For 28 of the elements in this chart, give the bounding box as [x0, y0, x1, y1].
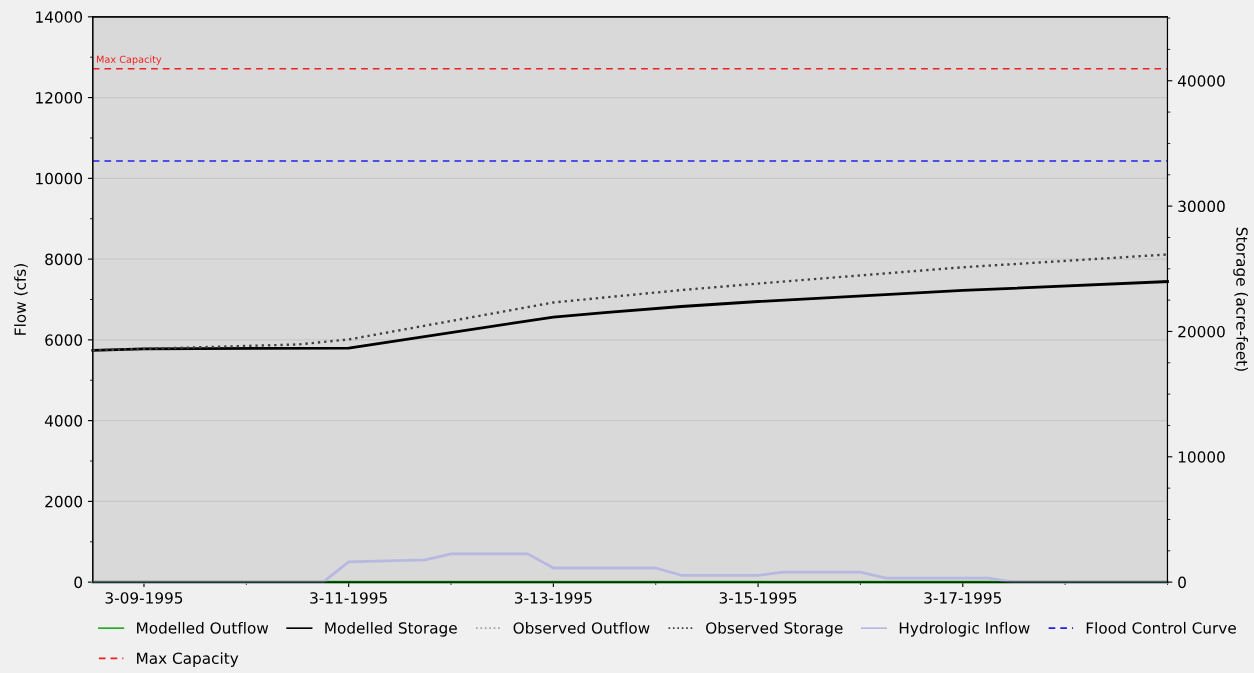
annotation: Max Capacity: [96, 55, 162, 65]
y-axis-title: Flow (cfs): [14, 264, 28, 335]
y2-tick-label: 40000: [1177, 75, 1225, 87]
y-tick-label: 14000: [36, 11, 83, 23]
legend-label: Observed Outflow: [513, 621, 650, 634]
y2-tick-label: 0: [1178, 576, 1186, 589]
x-tick-label: 3-13-1995: [515, 592, 592, 604]
legend-label: Modelled Storage: [325, 621, 457, 637]
y-tick-label: 8000: [45, 253, 83, 266]
x-tick-label: 3-11-1995: [310, 592, 387, 604]
legend-label: Modelled Outflow: [137, 621, 269, 634]
x-tick-label: 3-15-1995: [719, 592, 797, 604]
y-tick-label: 4000: [44, 415, 83, 427]
y-tick-label: 10000: [36, 172, 83, 185]
legend-label: Observed Storage: [706, 621, 843, 637]
legend-label: Flood Control Curve: [1086, 621, 1236, 634]
y-tick-label: 0: [74, 576, 83, 589]
y2-tick-label: 20000: [1178, 325, 1225, 338]
x-tick-label: 3-09-1995: [105, 592, 183, 604]
y2-tick-label: 10000: [1178, 451, 1225, 463]
legend-label: Max Capacity: [137, 652, 239, 667]
legend-label: Hydrologic Inflow: [899, 621, 1030, 637]
y2-tick-label: 30000: [1178, 200, 1225, 213]
x-tick-label: 3-17-1995: [924, 592, 1001, 604]
y-tick-label: 2000: [45, 495, 83, 508]
y-tick-label: 12000: [36, 92, 83, 104]
y2-axis-title: Storage (acre-feet): [1233, 227, 1249, 371]
y-tick-label: 6000: [45, 334, 83, 346]
